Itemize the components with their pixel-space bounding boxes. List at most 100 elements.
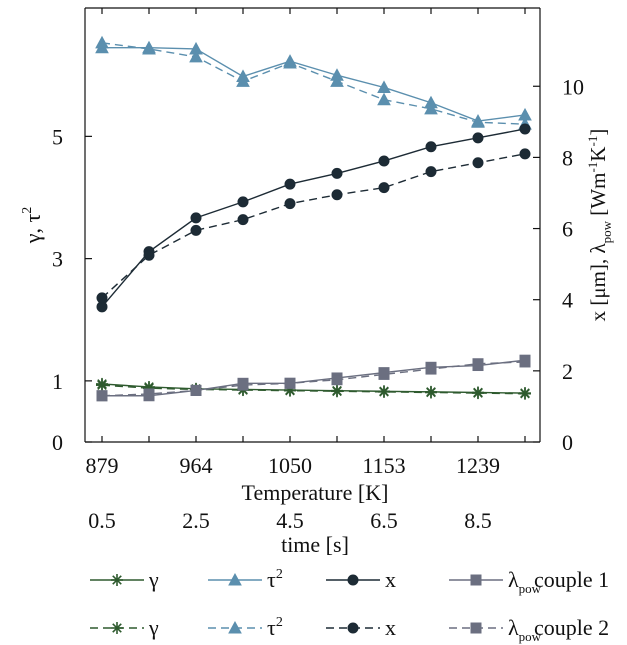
tau2-couple-2-point <box>142 41 156 55</box>
tau2-couple-2-point <box>424 101 438 115</box>
x-couple-2-line <box>101 153 526 299</box>
right-y-tick-label: 0 <box>562 430 573 455</box>
legend-x-marker <box>347 622 359 634</box>
legend-x-marker <box>347 574 359 586</box>
legend-lambda-label-part: pow <box>519 629 542 644</box>
series-layer <box>95 35 532 402</box>
right-y-axis-title-part4: ] <box>586 129 610 136</box>
right-y-axis-title-sup1: -1 <box>585 162 600 173</box>
x-tick-label-time: 0.5 <box>88 508 116 533</box>
gamma-couple-2-point <box>378 385 390 398</box>
legend-tau2-label-part: τ <box>267 567 276 592</box>
left-y-axis-title-sup: 2 <box>20 207 35 214</box>
legend-gamma-marker <box>111 622 123 634</box>
tau2-couple-1-point <box>377 80 391 93</box>
x-couple-1-point <box>190 212 202 224</box>
legend-x-label: x <box>385 615 396 640</box>
lambda-couple-2-point <box>519 356 531 368</box>
tick-labels: 0 1 3 5 0 2 4 6 8 10 879 964 1050 1153 1239 0.5 2.5 4.5 6.… <box>52 74 584 533</box>
x-couple-2-point <box>284 198 296 210</box>
left-y-tick-label: 5 <box>52 124 63 149</box>
legend-gamma-marker-stroke <box>112 575 122 585</box>
tau2-couple-2-point <box>283 55 297 69</box>
lambda-couple-2-point <box>96 390 108 402</box>
lambda-couple-2-point <box>143 388 155 400</box>
gamma-couple-2-point-stroke <box>379 387 389 397</box>
x-couple-1-point <box>284 178 296 190</box>
right-y-tick-label: 2 <box>562 359 573 384</box>
gamma-couple-2-point <box>331 385 343 398</box>
legend-gamma-marker-stroke <box>112 623 122 633</box>
x-couple-1-point <box>425 141 437 153</box>
lambda-couple-2-point <box>190 384 202 396</box>
lambda-couple-2-point <box>284 377 296 389</box>
x-tick-label-temperature: 1050 <box>268 453 312 478</box>
x-couple-2-point <box>425 166 437 178</box>
x-couple-2-point <box>331 189 343 201</box>
x-couple-1-line <box>101 128 526 308</box>
legend-gamma-label: γ <box>148 567 159 592</box>
legend-lambda-label-part: pow <box>519 581 542 596</box>
gamma-couple-2-point <box>96 379 108 392</box>
x-couple-2-point <box>96 292 108 304</box>
gamma-couple-2-point-stroke <box>426 387 436 398</box>
x-tick-label-time: 4.5 <box>276 508 304 533</box>
legend-gamma-label: γ <box>148 615 159 640</box>
x-couple-2-point <box>143 249 155 261</box>
right-y-axis-title-part2: [Wm <box>586 173 610 221</box>
legend-lambda-marker <box>470 622 482 634</box>
right-y-axis-title-part1: x [μm], λ <box>586 243 610 322</box>
left-y-tick-label: 1 <box>52 369 63 394</box>
lambda-couple-2-point <box>472 358 484 370</box>
x-couple-1-point <box>331 167 343 179</box>
legend-tau2-label-part: 2 <box>276 567 283 582</box>
legend-gamma-marker <box>111 574 123 586</box>
legend-lambda-label-part: λ <box>508 567 519 592</box>
x-tick-label-time: 6.5 <box>370 508 398 533</box>
legend-tau2-label: τ2 <box>267 567 283 592</box>
legend-lambda-marker <box>470 574 482 586</box>
x-tick-label-temperature: 879 <box>86 453 119 478</box>
left-y-axis-title-main: γ, τ <box>20 214 45 245</box>
left-y-tick-label: 0 <box>52 430 63 455</box>
legend-lambda-label: λpow <box>508 567 542 596</box>
x-tick-label-temperature: 1153 <box>362 453 405 478</box>
x-axis-secondary-title: time [s] <box>281 532 349 557</box>
x-tick-label-time: 8.5 <box>464 508 492 533</box>
gamma-couple-2-point-stroke <box>520 388 530 399</box>
legend-tau2-label-part: 2 <box>276 615 283 630</box>
x-couple-2-point <box>190 224 202 236</box>
legend-row-label: couple 1 <box>534 567 609 592</box>
gamma-couple-2-point <box>519 387 531 400</box>
x-couple-2-point <box>237 214 249 226</box>
lambda-couple-2-line <box>101 361 526 397</box>
right-y-tick-label: 10 <box>562 74 584 99</box>
tau2-couple-2-line <box>101 42 526 125</box>
left-y-axis-title: γ, τ2 <box>20 207 45 245</box>
x-axis-primary-title: Temperature [K] <box>242 480 389 505</box>
tau2-couple-2-point <box>330 74 344 87</box>
x-tick-label-time: 2.5 <box>182 508 210 533</box>
tau2-couple-2-point <box>377 92 391 106</box>
right-y-tick-label: 4 <box>562 288 573 313</box>
x-couple-2-point <box>378 182 390 194</box>
legend-tau2-marker <box>228 620 242 634</box>
lambda-couple-2-point <box>378 368 390 380</box>
right-y-tick-label: 8 <box>562 145 573 170</box>
gamma-couple-2-point <box>472 387 484 400</box>
lambda-couple-2-point <box>331 374 343 386</box>
tau2-couple-2-point <box>95 35 109 49</box>
legend-x-label: x <box>385 567 396 592</box>
right-y-tick-label: 6 <box>562 217 573 242</box>
gamma-couple-2-point-stroke <box>473 388 483 398</box>
legend-tau2-label: τ2 <box>267 615 283 640</box>
legend-row-label: couple 2 <box>534 615 609 640</box>
x-couple-2-point <box>472 157 484 169</box>
tau2-couple-2-point <box>471 115 485 128</box>
gamma-couple-2-point-stroke <box>332 386 342 397</box>
tick-marks <box>85 8 540 443</box>
legend-tau2-label-part: τ <box>267 615 276 640</box>
x-tick-label-temperature: 964 <box>180 453 213 478</box>
